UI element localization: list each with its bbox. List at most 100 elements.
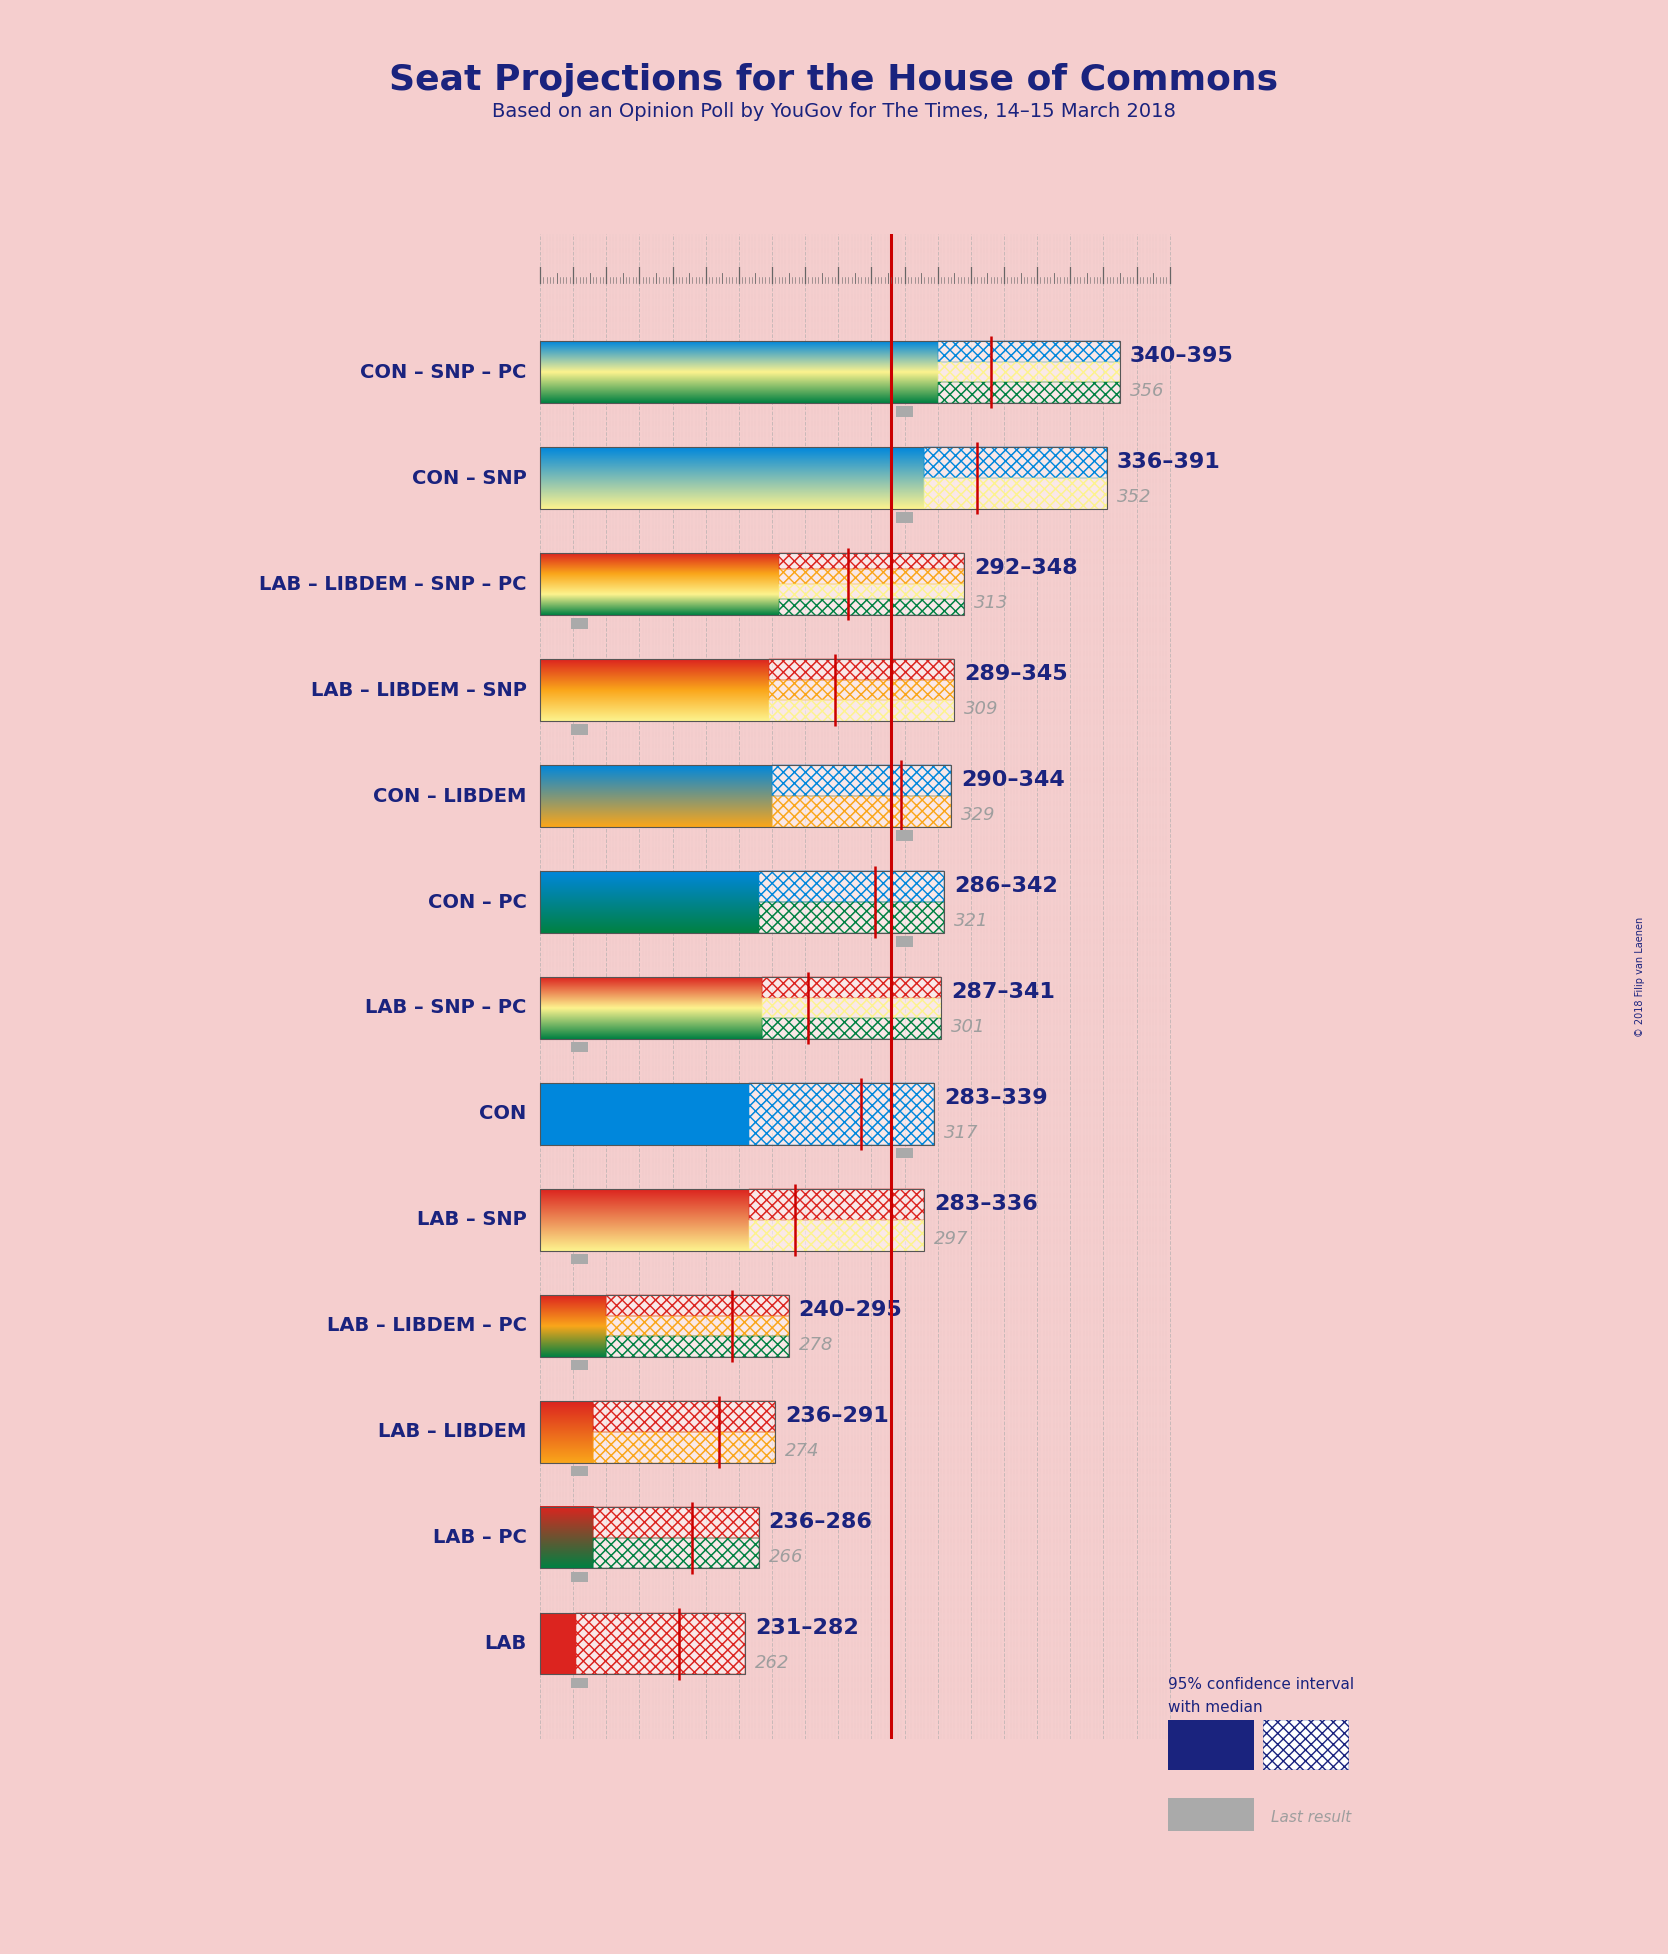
Bar bbox=[779, 569, 964, 584]
Bar bbox=[594, 1432, 776, 1462]
Bar bbox=[749, 1190, 924, 1219]
Text: LAB – LIBDEM: LAB – LIBDEM bbox=[379, 1423, 527, 1442]
Bar bbox=[594, 1507, 759, 1538]
Bar bbox=[779, 569, 964, 584]
Text: 240–295: 240–295 bbox=[799, 1299, 902, 1321]
Bar bbox=[896, 406, 912, 416]
Bar bbox=[924, 479, 1108, 508]
Bar bbox=[779, 553, 964, 569]
Bar bbox=[594, 1401, 776, 1432]
Bar bbox=[759, 871, 944, 903]
Text: with median: with median bbox=[1168, 1700, 1263, 1716]
Bar bbox=[896, 830, 912, 840]
Bar bbox=[749, 1219, 924, 1251]
Bar bbox=[577, 1612, 746, 1675]
Text: 301: 301 bbox=[951, 1018, 986, 1036]
Bar bbox=[762, 998, 941, 1018]
Text: 292–348: 292–348 bbox=[974, 559, 1078, 578]
Text: CON – SNP: CON – SNP bbox=[412, 469, 527, 488]
Bar bbox=[759, 903, 944, 932]
Text: 297: 297 bbox=[934, 1229, 969, 1249]
Bar bbox=[924, 447, 1108, 479]
Bar bbox=[594, 1538, 759, 1569]
Bar bbox=[759, 871, 944, 903]
Bar bbox=[762, 1018, 941, 1040]
Bar bbox=[605, 1337, 789, 1356]
Bar bbox=[540, 342, 1119, 403]
Bar bbox=[772, 795, 951, 827]
Bar bbox=[937, 342, 1119, 361]
Text: Based on an Opinion Poll by YouGov for The Times, 14–15 March 2018: Based on an Opinion Poll by YouGov for T… bbox=[492, 102, 1176, 121]
Bar bbox=[540, 1190, 924, 1251]
Bar bbox=[540, 658, 954, 721]
Bar bbox=[779, 584, 964, 600]
Bar bbox=[605, 1315, 789, 1337]
Bar bbox=[594, 1401, 776, 1432]
Bar bbox=[605, 1337, 789, 1356]
Bar bbox=[540, 447, 1108, 508]
Bar bbox=[762, 998, 941, 1018]
Bar bbox=[594, 1538, 759, 1569]
Bar bbox=[762, 998, 941, 1018]
Bar bbox=[937, 361, 1119, 383]
Text: 283–336: 283–336 bbox=[934, 1194, 1037, 1213]
Bar bbox=[924, 479, 1108, 508]
Bar bbox=[769, 658, 954, 680]
Bar bbox=[937, 383, 1119, 403]
Bar bbox=[577, 1612, 746, 1675]
Text: 340–395: 340–395 bbox=[1129, 346, 1234, 365]
Bar bbox=[749, 1219, 924, 1251]
Bar bbox=[937, 342, 1119, 361]
Bar bbox=[577, 1612, 746, 1675]
Bar bbox=[772, 795, 951, 827]
Bar bbox=[937, 361, 1119, 383]
Text: 287–341: 287–341 bbox=[951, 983, 1054, 1002]
Bar bbox=[924, 447, 1108, 479]
Text: CON: CON bbox=[479, 1104, 527, 1124]
Text: LAB – LIBDEM – SNP – PC: LAB – LIBDEM – SNP – PC bbox=[259, 574, 527, 594]
Text: 262: 262 bbox=[756, 1653, 791, 1673]
Bar bbox=[772, 766, 951, 795]
Text: CON – LIBDEM: CON – LIBDEM bbox=[374, 787, 527, 805]
Bar bbox=[749, 1083, 934, 1145]
Bar bbox=[749, 1219, 924, 1251]
Bar bbox=[759, 871, 944, 903]
Bar bbox=[605, 1315, 789, 1337]
Bar bbox=[572, 725, 589, 735]
Bar bbox=[779, 584, 964, 600]
Bar bbox=[779, 600, 964, 616]
Bar bbox=[779, 600, 964, 616]
Bar bbox=[896, 1147, 912, 1159]
Bar bbox=[749, 1083, 934, 1145]
Text: 336–391: 336–391 bbox=[1116, 451, 1221, 473]
Bar bbox=[769, 680, 954, 700]
Text: 236–286: 236–286 bbox=[769, 1512, 872, 1532]
Bar bbox=[772, 766, 951, 795]
Bar bbox=[779, 553, 964, 569]
Bar bbox=[605, 1296, 789, 1315]
Text: LAB – SNP: LAB – SNP bbox=[417, 1210, 527, 1229]
Text: 313: 313 bbox=[974, 594, 1009, 612]
Text: 286–342: 286–342 bbox=[954, 875, 1058, 897]
Bar bbox=[572, 1254, 589, 1264]
Bar bbox=[572, 1678, 589, 1688]
Bar bbox=[762, 1018, 941, 1040]
Bar bbox=[769, 700, 954, 721]
Bar bbox=[540, 553, 964, 616]
Bar bbox=[779, 584, 964, 600]
Text: Last result: Last result bbox=[1271, 1809, 1351, 1825]
Text: 95% confidence interval: 95% confidence interval bbox=[1168, 1677, 1354, 1692]
Bar bbox=[540, 1612, 746, 1675]
Bar bbox=[540, 766, 951, 827]
Text: 231–282: 231–282 bbox=[756, 1618, 859, 1637]
Text: 309: 309 bbox=[964, 700, 999, 719]
Bar bbox=[769, 700, 954, 721]
Bar bbox=[769, 680, 954, 700]
Bar bbox=[540, 1296, 789, 1356]
Text: 290–344: 290–344 bbox=[961, 770, 1064, 789]
Bar bbox=[605, 1296, 789, 1315]
Bar bbox=[572, 617, 589, 629]
Bar bbox=[572, 1571, 589, 1583]
Bar bbox=[540, 1612, 577, 1675]
Text: CON – SNP – PC: CON – SNP – PC bbox=[360, 363, 527, 381]
